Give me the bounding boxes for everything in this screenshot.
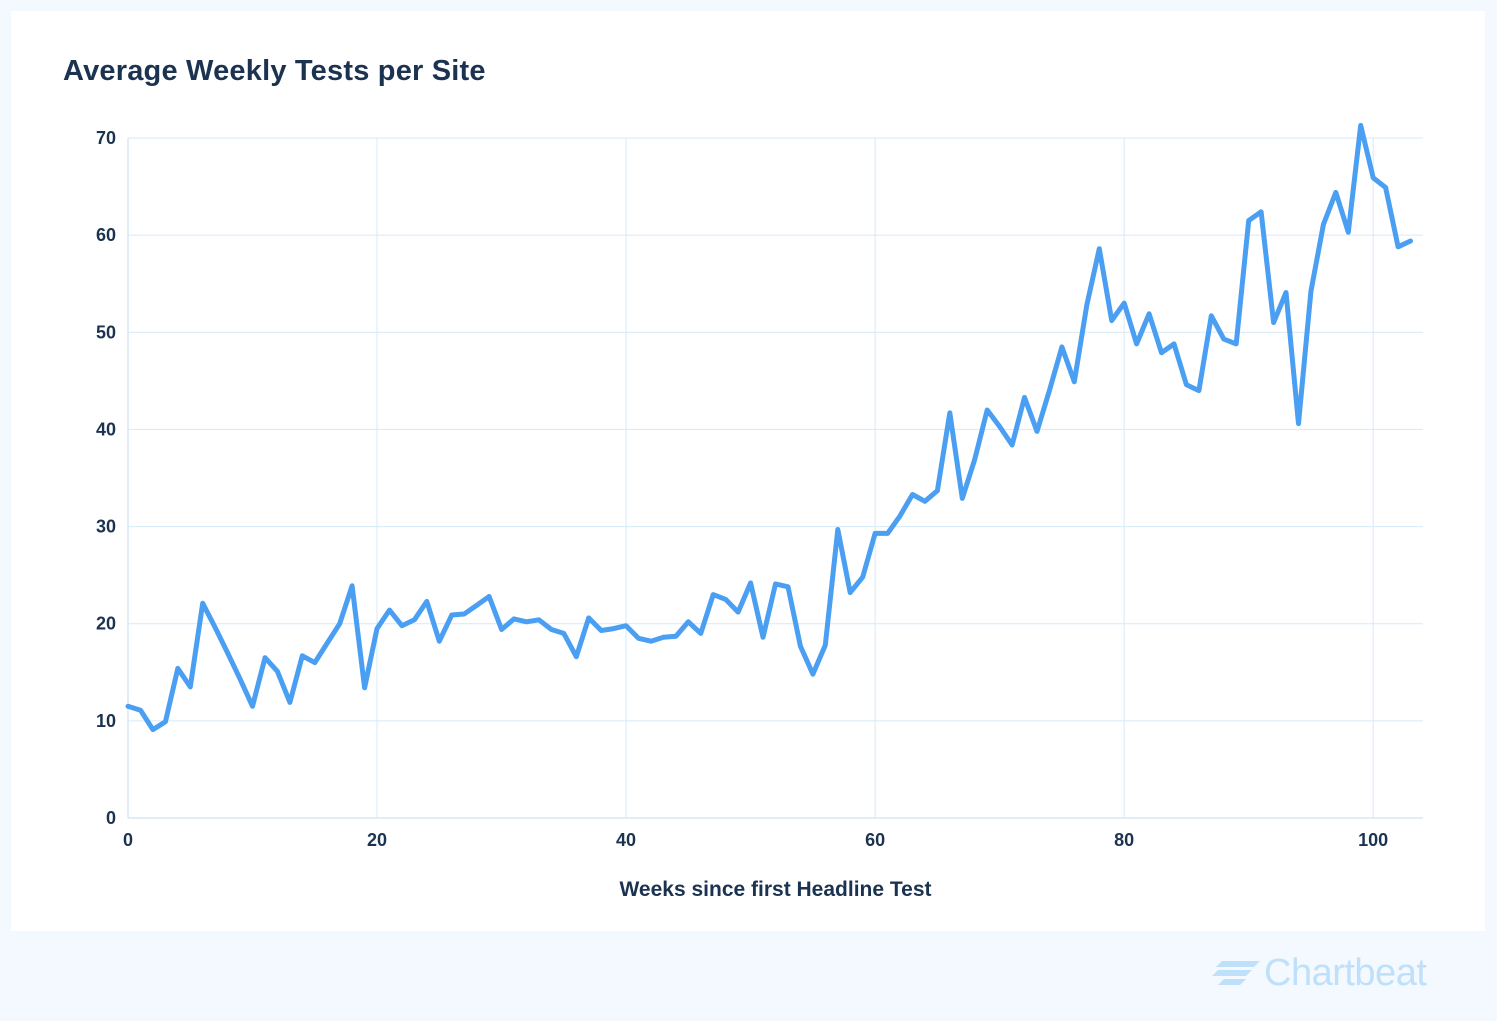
x-tick-label: 80 xyxy=(1114,830,1134,850)
line-chart: 0 10 20 30 40 50 60 70 0 20 40 60 80 100 Weeks since … xyxy=(96,122,1423,901)
y-tick-label: 10 xyxy=(96,711,116,731)
y-tick-label: 50 xyxy=(96,322,116,342)
x-tick-label: 20 xyxy=(367,830,387,850)
tick-labels: 0 10 20 30 40 50 60 70 0 20 40 60 80 100 xyxy=(96,128,1388,850)
y-tick-label: 20 xyxy=(96,614,116,634)
y-tick-label: 60 xyxy=(96,225,116,245)
x-tick-label: 100 xyxy=(1358,830,1388,850)
chart-card: Average Weekly Tests per Site 0 10 20 30 40 5… xyxy=(11,11,1485,931)
grid-lines xyxy=(128,137,1423,818)
brand-name: Chartbeat xyxy=(1264,951,1427,994)
x-tick-label: 40 xyxy=(616,830,636,850)
x-tick-label: 0 xyxy=(123,830,133,850)
axes xyxy=(127,138,1423,819)
series-layer xyxy=(125,122,1413,733)
x-tick-label: 60 xyxy=(865,830,885,850)
y-tick-label: 30 xyxy=(96,517,116,537)
y-tick-label: 40 xyxy=(96,419,116,439)
x-axis-label: Weeks since first Headline Test xyxy=(619,878,931,901)
series-line xyxy=(125,122,1413,733)
y-tick-label: 0 xyxy=(106,808,116,828)
brand-logo: Chartbeat xyxy=(1210,951,1427,995)
chart-title: Average Weekly Tests per Site xyxy=(63,55,486,87)
y-tick-label: 70 xyxy=(96,128,116,148)
chartbeat-logo-icon xyxy=(1212,961,1260,985)
